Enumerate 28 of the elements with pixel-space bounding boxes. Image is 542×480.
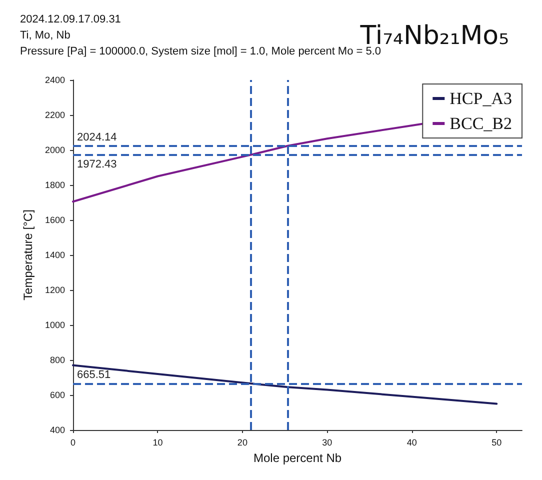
text: 2024.12.09.17.09.31 (20, 14, 121, 26)
y-tick-label: 1000 (44, 320, 65, 330)
y-tick-label: 400 (50, 425, 65, 435)
y-tick-label: 800 (50, 355, 65, 365)
y-axis-title: Temperature [°C] (21, 210, 36, 300)
ref-line-label: 2024.14 (77, 131, 117, 144)
y-tick-label: 1200 (44, 285, 65, 295)
x-axis-title: Mole percent Nb (253, 451, 342, 465)
y-tick-label: 1600 (44, 215, 65, 225)
ref-line-label: 1972.43 (77, 158, 117, 170)
x-tick-label: 50 (492, 438, 502, 448)
y-tick-label: 1400 (44, 250, 65, 260)
legend-label: BCC_B2 (450, 114, 512, 133)
legend-label: HCP_A3 (450, 89, 512, 108)
y-tick-label: 2400 (44, 75, 65, 85)
x-tick-label: 20 (237, 438, 248, 448)
x-tick-label: 40 (406, 438, 417, 448)
x-tick-label: 30 (322, 438, 332, 448)
text: Pressure [Pa] = 100000.0, System size [mol] = 1.0, Mole percent Mo = 5.0 (20, 46, 382, 58)
y-tick-label: 600 (50, 390, 65, 400)
line-series (72, 364, 498, 405)
ref-line-label: 665.51 (77, 369, 111, 382)
y-tick-label: 2000 (44, 145, 65, 155)
x-tick-label: 10 (152, 438, 163, 448)
y-tick-label: 1800 (44, 180, 65, 190)
x-tick-label: 0 (70, 438, 76, 448)
text: Ti, Mo, Nb (20, 30, 70, 42)
y-tick-label: 2200 (44, 110, 65, 120)
